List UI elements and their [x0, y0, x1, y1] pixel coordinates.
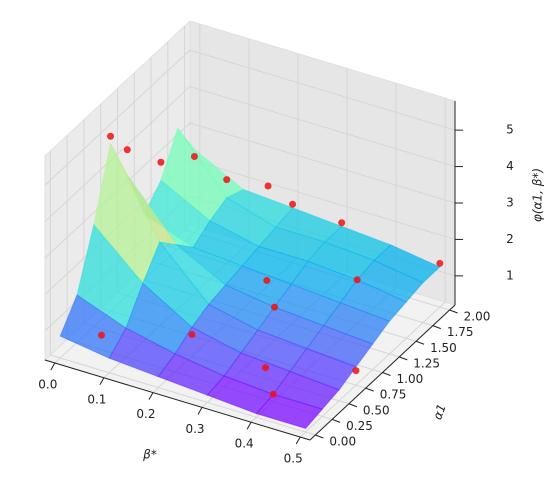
data-point — [289, 200, 297, 208]
z-tick-label: 2 — [506, 232, 514, 246]
data-point — [263, 276, 271, 284]
x-axis — [44, 359, 311, 441]
data-point — [264, 182, 272, 190]
data-point — [436, 259, 444, 267]
grid-line — [44, 49, 191, 186]
x-tick-label: 0.5 — [284, 452, 303, 466]
y-axis — [309, 304, 456, 441]
tick-mark — [365, 387, 374, 392]
data-point — [98, 331, 106, 339]
tick-mark — [331, 418, 341, 423]
grid-line — [189, 86, 456, 168]
y-tick-label: 0.00 — [329, 435, 356, 449]
x-axis-label: β* — [142, 448, 157, 462]
y-axis-label: α1 — [430, 402, 448, 421]
tick-mark — [399, 356, 408, 361]
data-point — [352, 367, 360, 375]
grid-line — [189, 122, 456, 204]
y-tick-label: 1.50 — [430, 341, 457, 355]
data-point — [269, 390, 277, 398]
data-point — [190, 152, 198, 160]
tick-mark — [50, 362, 56, 371]
tick-mark — [315, 434, 324, 439]
z-tick-label: 4 — [506, 159, 514, 173]
z-tick-label: 3 — [506, 196, 514, 210]
tick-mark — [295, 436, 301, 445]
data-point — [223, 176, 231, 184]
y-tick-label: 2.00 — [464, 310, 491, 324]
surface-patch — [255, 393, 324, 429]
y-tick-label: 0.75 — [380, 388, 407, 402]
tick-mark — [432, 325, 442, 330]
tick-mark — [348, 403, 358, 408]
tick-mark — [415, 340, 425, 345]
data-point — [353, 276, 361, 284]
x-tick-label: 0.4 — [235, 437, 254, 451]
data-point — [123, 146, 131, 154]
data-point — [271, 303, 279, 311]
x-tick-label: 0.0 — [38, 377, 57, 391]
data-point — [262, 364, 270, 372]
y-tick-label: 0.50 — [363, 403, 390, 417]
data-point — [188, 330, 196, 338]
grid-line — [189, 49, 456, 131]
x-tick-label: 0.1 — [87, 392, 106, 406]
y-tick-label: 0.25 — [346, 419, 373, 433]
y-tick-label: 1.00 — [397, 372, 424, 386]
z-tick-label: 5 — [506, 123, 514, 137]
y-tick-label: 1.25 — [413, 356, 440, 370]
z-tick-label: 1 — [506, 268, 514, 282]
tick-mark — [382, 372, 391, 376]
grid-line — [189, 158, 456, 240]
data-point — [107, 132, 115, 140]
x-tick-label: 0.2 — [136, 407, 155, 421]
x-tick-label: 0.3 — [185, 422, 204, 436]
tick-mark — [246, 421, 252, 430]
grid-line — [50, 354, 316, 436]
tick-mark — [148, 392, 154, 400]
tick-mark — [197, 407, 203, 415]
tick-mark — [99, 377, 105, 386]
data-point — [157, 158, 165, 166]
z-axis-label: φ(α1, β*) — [531, 168, 545, 222]
tick-mark — [449, 309, 458, 314]
data-point — [338, 219, 346, 227]
y-tick-label: 1.75 — [447, 325, 474, 339]
grid-line — [44, 86, 191, 222]
